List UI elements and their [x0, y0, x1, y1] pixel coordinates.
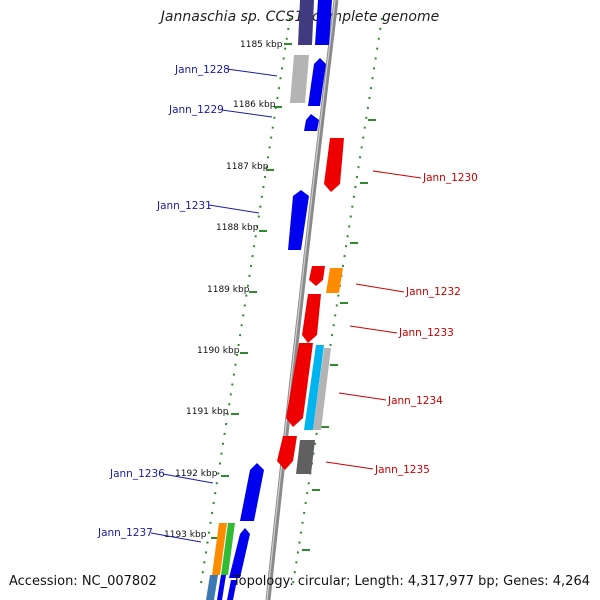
gene-1234-cyan	[304, 345, 324, 430]
gene-1233-red	[302, 294, 321, 343]
forward-genes	[206, 0, 332, 600]
kbp-label-1187: 1187 kbp	[226, 162, 269, 172]
connector-jann-1232	[355, 283, 405, 293]
gene-labels-left: Jann_1228 Jann_1229 Jann_1231 Jann_1236 …	[97, 64, 230, 539]
gene-label-jann-1231[interactable]: Jann_1231	[156, 200, 212, 212]
connector-jann-1236	[162, 473, 214, 484]
kbp-label-1193: 1193 kbp	[164, 530, 207, 540]
kbp-label-1189: 1189 kbp	[207, 285, 250, 295]
kbp-label-1188: 1188 kbp	[216, 223, 259, 233]
gene-label-jann-1236[interactable]: Jann_1236	[109, 468, 165, 480]
label-connectors	[150, 68, 422, 543]
reverse-genes	[277, 138, 344, 474]
gene-bottom-blue-1	[217, 575, 226, 600]
topology-text: Topology: circular; Length: 4,317,977 bp…	[232, 574, 590, 589]
gene-bottom-blue-2	[227, 580, 237, 600]
connector-jann-1234	[338, 392, 387, 401]
gene-bottom-steel	[206, 575, 218, 600]
gene-top-navy	[298, 0, 314, 45]
gene-labels-right: Jann_1230 Jann_1232 Jann_1233 Jann_1234 …	[374, 172, 478, 476]
kbp-label-1185: 1185 kbp	[240, 40, 283, 50]
gene-1231-blue	[288, 190, 309, 250]
connector-jann-1235	[325, 461, 374, 470]
connector-jann-1228	[226, 68, 278, 77]
gene-1235-red	[277, 436, 297, 470]
gene-label-jann-1237[interactable]: Jann_1237	[97, 527, 153, 539]
ruler-major-ticks	[211, 43, 376, 551]
gene-1230-red	[324, 138, 344, 192]
gene-label-jann-1232[interactable]: Jann_1232	[405, 286, 461, 298]
connector-jann-1233	[349, 325, 398, 334]
gene-label-jann-1233[interactable]: Jann_1233	[398, 327, 454, 339]
right-ruler	[291, 17, 383, 591]
connector-jann-1229	[221, 109, 273, 118]
gene-1237-blue	[229, 528, 250, 578]
gene-label-jann-1235[interactable]: Jann_1235	[374, 464, 430, 476]
gene-top-blue	[315, 0, 332, 45]
connector-jann-1230	[372, 170, 422, 179]
gene-label-jann-1228[interactable]: Jann_1228	[174, 64, 230, 76]
connector-jann-1237	[150, 532, 202, 543]
backbone-outer	[265, 0, 339, 600]
gene-label-jann-1230[interactable]: Jann_1230	[422, 172, 478, 184]
gene-1235-darkgray	[296, 440, 315, 474]
gene-1228-gray	[290, 55, 309, 103]
gene-1229-blue	[304, 114, 319, 131]
gene-1232-orange	[326, 268, 343, 293]
gene-1237-green	[221, 523, 235, 575]
gene-label-jann-1229[interactable]: Jann_1229	[168, 104, 224, 116]
gene-1234-gray	[313, 348, 331, 430]
backbone-highlight	[266, 0, 336, 600]
gene-1234-red	[286, 343, 313, 427]
gene-1228-blue	[308, 58, 326, 106]
kbp-label-1191: 1191 kbp	[186, 407, 229, 417]
gene-1236-blue	[240, 463, 264, 521]
right-ruler-line	[291, 17, 383, 591]
kbp-labels: 1185 kbp 1186 kbp 1187 kbp 1188 kbp 1189…	[164, 40, 283, 540]
connector-jann-1231	[208, 204, 260, 214]
gene-1237-orange	[212, 523, 227, 575]
kbp-label-1186: 1186 kbp	[233, 100, 276, 110]
gene-1232-red	[309, 266, 325, 286]
kbp-label-1192: 1192 kbp	[175, 469, 218, 479]
genome-backbone	[265, 0, 339, 600]
kbp-label-1190: 1190 kbp	[197, 346, 240, 356]
gene-label-jann-1234[interactable]: Jann_1234	[387, 395, 443, 407]
accession-text: Accession: NC_007802	[9, 574, 157, 589]
